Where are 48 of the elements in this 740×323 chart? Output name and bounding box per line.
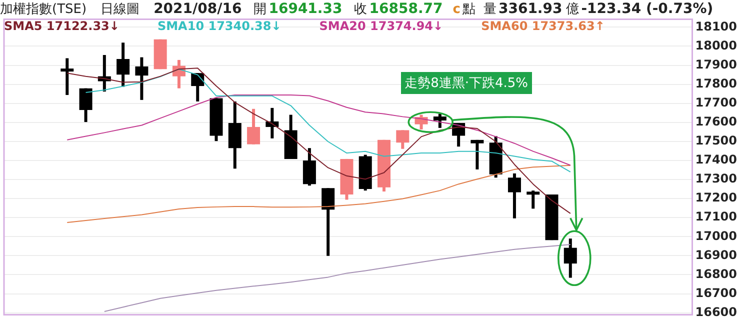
text: 億: [566, 1, 580, 18]
annotation: 走勢8連黑‧下跌4.5%: [400, 72, 532, 94]
y-tick-label: 17500: [695, 134, 737, 148]
candlestick: [302, 148, 316, 186]
candlestick: [191, 73, 204, 102]
y-tick-label: 16700: [695, 286, 737, 300]
text: SMA60 17373.63↑: [481, 19, 605, 33]
text: 點: [462, 1, 476, 18]
candlestick: [470, 140, 484, 170]
candlestick: [79, 88, 92, 122]
candlestick: [60, 58, 74, 95]
y-tick-label: 17300: [695, 172, 737, 186]
candlestick: [116, 42, 130, 87]
candlestick: [135, 57, 148, 100]
text: SMA20 17374.94↓: [319, 19, 444, 33]
candlestick: [526, 190, 540, 209]
y-tick-label: 17900: [695, 57, 737, 72]
text: 16858.77: [369, 1, 443, 17]
y-tick-label: 16600: [695, 304, 737, 319]
candlestick: [508, 173, 521, 218]
candlestick: [247, 108, 260, 144]
y-tick-label: 17000: [695, 228, 737, 243]
text: 日線圖: [100, 1, 140, 18]
y-tick-label: 18100: [695, 19, 737, 34]
y-tick-label: 17700: [695, 95, 737, 110]
y-tick-label: 16900: [695, 248, 737, 262]
chart-title: 加權指數(TSE): [0, 1, 87, 18]
text: 3361.93: [498, 1, 562, 17]
text: SMA10 17340.38↓: [157, 19, 282, 33]
y-tick-label: 17600: [695, 114, 737, 129]
y-tick-label: 17400: [695, 152, 737, 167]
text: 16941.33: [268, 1, 342, 17]
text: 開: [254, 1, 267, 18]
candlestick: [433, 114, 446, 128]
text: SMA5 17122.33↓: [4, 19, 120, 33]
candlestick: [396, 130, 410, 149]
y-tick-label: 17800: [695, 76, 737, 90]
text: 2021/08/16: [154, 1, 242, 17]
y-tick-label: 18000: [695, 38, 737, 52]
y-tick-label: 17200: [695, 190, 737, 205]
text: -123.34 (-0.73%): [581, 1, 714, 17]
text: c: [452, 2, 460, 16]
text: 收: [354, 1, 368, 18]
text: 量: [483, 1, 496, 18]
y-tick-label: 16800: [695, 266, 737, 281]
y-tick-label: 17100: [695, 210, 737, 224]
candlestick: [564, 238, 577, 278]
candlestick: [322, 188, 335, 256]
